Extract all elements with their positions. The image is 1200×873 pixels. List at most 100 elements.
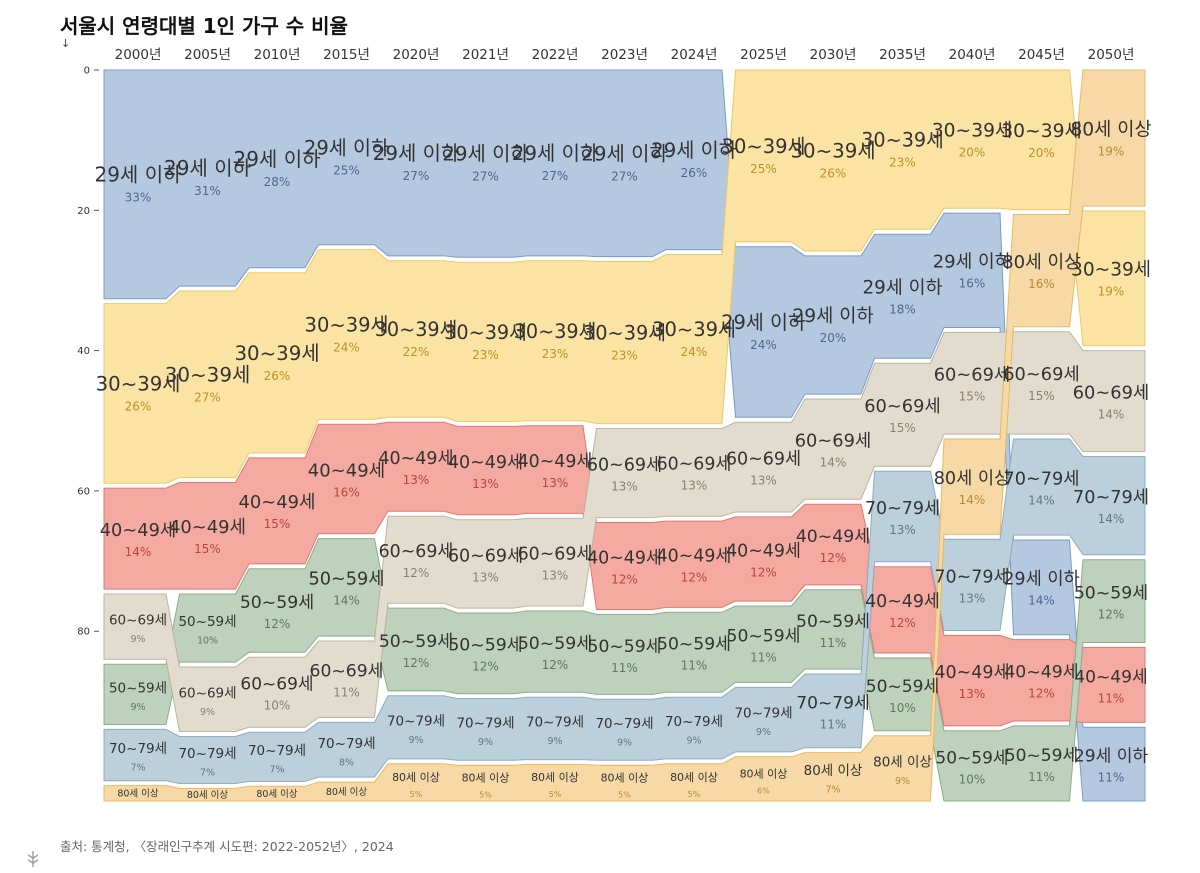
band-label: 29세 이하 bbox=[304, 136, 389, 159]
data-label: 12% bbox=[472, 660, 499, 674]
data-label: 12% bbox=[750, 565, 777, 579]
data-label: 19% bbox=[1098, 144, 1125, 158]
band-label: 80세 이상 bbox=[1070, 119, 1151, 140]
band-label: 30~39세 bbox=[375, 318, 458, 341]
y-tick-label: 20 bbox=[77, 206, 90, 217]
band-label: 30~39세 bbox=[165, 363, 251, 386]
band-label: 70~79세 bbox=[248, 743, 306, 759]
x-tick-label: 2015년 bbox=[323, 47, 370, 63]
x-tick-label: 2021년 bbox=[462, 47, 509, 63]
data-label: 22% bbox=[403, 345, 430, 359]
data-label: 20% bbox=[820, 331, 847, 345]
data-label: 14% bbox=[959, 493, 986, 507]
band-label: 30~39세 bbox=[583, 322, 666, 345]
band-3039 bbox=[103, 69, 1146, 484]
data-label: 10% bbox=[959, 772, 986, 786]
band-label: 80세 이상 bbox=[256, 789, 298, 800]
band-label: 70~79세 bbox=[178, 746, 236, 762]
x-tick-label: 2040년 bbox=[949, 47, 996, 63]
band-label: 29세 이하 bbox=[581, 142, 668, 165]
band-label: 29세 이하 bbox=[94, 162, 181, 186]
data-label: 15% bbox=[264, 517, 291, 531]
data-label: 15% bbox=[1028, 389, 1055, 403]
band-label: 60~69세 bbox=[1073, 382, 1150, 403]
data-label: 27% bbox=[403, 169, 430, 183]
band-label: 40~49세 bbox=[726, 541, 801, 561]
y-tick-label: 40 bbox=[77, 346, 90, 357]
data-label: 14% bbox=[333, 594, 360, 608]
data-label: 9% bbox=[686, 736, 701, 747]
data-label: 9% bbox=[200, 707, 215, 718]
logo-icon bbox=[27, 851, 39, 867]
band-label: 40~49세 bbox=[169, 517, 246, 538]
data-label: 5% bbox=[410, 790, 423, 799]
band-label: 80세 이상 bbox=[873, 754, 932, 770]
data-label: 24% bbox=[333, 341, 360, 355]
data-label: 13% bbox=[750, 473, 777, 487]
data-label: 5% bbox=[618, 790, 631, 799]
data-label: 9% bbox=[408, 735, 423, 746]
data-label: 26% bbox=[681, 166, 708, 180]
data-label: 13% bbox=[542, 476, 569, 490]
band-label: 60~69세 bbox=[310, 662, 384, 682]
data-label: 9% bbox=[130, 634, 145, 645]
band-label: 80세 이상 bbox=[934, 469, 1011, 489]
band-label: 30~39세 bbox=[96, 372, 181, 395]
band-7079 bbox=[103, 438, 1146, 784]
bands bbox=[103, 69, 1146, 802]
band-label: 80세 이상 bbox=[601, 771, 649, 784]
band-label: 80세 이상 bbox=[117, 789, 159, 800]
data-label: 10% bbox=[889, 701, 916, 715]
data-label: 5% bbox=[479, 790, 492, 799]
x-tick-label: 2025년 bbox=[740, 47, 787, 63]
band-label: 70~79세 bbox=[796, 693, 870, 713]
data-label: 14% bbox=[1098, 407, 1125, 421]
chart-title: 서울시 연령대별 1인 가구 수 비율 bbox=[60, 14, 348, 38]
band-label: 30~39세 bbox=[514, 320, 597, 343]
band-label: 60~69세 bbox=[864, 396, 941, 417]
band-label: 50~59세 bbox=[657, 635, 731, 655]
band-label: 40~49세 bbox=[865, 592, 940, 612]
band-label: 60~69세 bbox=[587, 455, 662, 475]
data-label: 14% bbox=[1098, 512, 1125, 526]
data-label: 5% bbox=[549, 790, 562, 799]
data-label: 5% bbox=[688, 790, 701, 799]
band-label: 60~69세 bbox=[657, 455, 732, 475]
x-tick-label: 2045년 bbox=[1018, 47, 1065, 63]
band-label: 40~49세 bbox=[1074, 667, 1148, 687]
band-29 bbox=[103, 69, 1146, 802]
data-label: 9% bbox=[130, 702, 145, 713]
data-label: 13% bbox=[681, 479, 708, 493]
band-label: 40~49세 bbox=[796, 527, 870, 547]
data-label: 25% bbox=[750, 162, 777, 176]
data-label: 9% bbox=[617, 737, 632, 748]
data-label: 24% bbox=[681, 345, 708, 359]
band-label: 29세 이하 bbox=[512, 142, 599, 165]
band-label: 29세 이하 bbox=[862, 277, 942, 298]
data-label: 20% bbox=[1028, 146, 1055, 160]
data-label: 23% bbox=[472, 348, 499, 362]
band-label: 50~59세 bbox=[518, 634, 592, 654]
band-label: 29세 이하 bbox=[233, 147, 320, 171]
data-label: 27% bbox=[542, 169, 569, 183]
band-label: 80세 이상 bbox=[392, 771, 440, 784]
band-4049 bbox=[103, 421, 1146, 727]
data-label: 26% bbox=[125, 399, 152, 413]
band-label: 29세 이하 bbox=[1003, 570, 1080, 590]
band-label: 30~39세 bbox=[1071, 260, 1151, 281]
band-label: 29세 이하 bbox=[721, 311, 806, 334]
data-label: 11% bbox=[820, 717, 847, 731]
band-label: 29세 이하 bbox=[442, 143, 529, 166]
band-label: 30~39세 bbox=[932, 120, 1012, 141]
band-label: 40~49세 bbox=[1004, 663, 1078, 683]
band-label: 50~59세 bbox=[240, 593, 314, 613]
band-label: 40~49세 bbox=[100, 520, 177, 541]
data-label: 23% bbox=[889, 156, 916, 170]
data-label: 15% bbox=[194, 542, 221, 556]
band-label: 30~39세 bbox=[861, 129, 944, 152]
data-label: 16% bbox=[959, 277, 986, 291]
data-label: 13% bbox=[472, 570, 499, 584]
data-label: 26% bbox=[820, 167, 847, 181]
data-label: 12% bbox=[820, 551, 847, 565]
data-label: 12% bbox=[1098, 607, 1125, 621]
